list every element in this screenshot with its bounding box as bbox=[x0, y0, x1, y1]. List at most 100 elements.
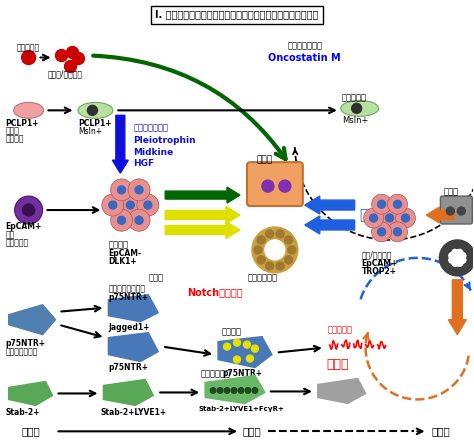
Circle shape bbox=[234, 339, 240, 346]
Text: 肝細胞分化因子: 肝細胞分化因子 bbox=[287, 41, 322, 50]
Circle shape bbox=[66, 47, 79, 59]
Text: 胎仔肝: 胎仔肝 bbox=[21, 426, 40, 436]
Polygon shape bbox=[218, 336, 272, 367]
Circle shape bbox=[73, 52, 84, 64]
Circle shape bbox=[393, 228, 401, 236]
FancyBboxPatch shape bbox=[247, 162, 303, 206]
Circle shape bbox=[463, 264, 470, 270]
FancyArrow shape bbox=[427, 207, 455, 223]
Text: TROP2+: TROP2+ bbox=[362, 267, 397, 277]
Circle shape bbox=[110, 179, 133, 201]
Text: 細胞死: 細胞死 bbox=[444, 187, 459, 197]
Circle shape bbox=[467, 254, 474, 262]
Polygon shape bbox=[109, 295, 158, 321]
Polygon shape bbox=[103, 380, 153, 405]
Polygon shape bbox=[318, 378, 365, 404]
Circle shape bbox=[447, 207, 455, 215]
Circle shape bbox=[284, 256, 292, 264]
Text: MsIn+: MsIn+ bbox=[79, 127, 102, 136]
Circle shape bbox=[224, 388, 230, 393]
Text: 前駆細胞: 前駆細胞 bbox=[6, 135, 24, 144]
Text: EpCAM+: EpCAM+ bbox=[362, 259, 398, 269]
Text: Midkine: Midkine bbox=[133, 148, 173, 157]
FancyArrow shape bbox=[165, 221, 240, 239]
Text: 肝再生: 肝再生 bbox=[360, 208, 385, 222]
FancyArrow shape bbox=[305, 196, 355, 214]
Circle shape bbox=[109, 201, 117, 209]
Text: p75NTR+: p75NTR+ bbox=[109, 293, 148, 302]
Circle shape bbox=[378, 200, 385, 208]
FancyArrow shape bbox=[305, 216, 355, 234]
Circle shape bbox=[448, 249, 466, 267]
Circle shape bbox=[246, 355, 254, 362]
Circle shape bbox=[380, 208, 400, 228]
Circle shape bbox=[395, 208, 416, 228]
Circle shape bbox=[262, 180, 274, 192]
Circle shape bbox=[378, 228, 385, 236]
Circle shape bbox=[135, 216, 143, 224]
Ellipse shape bbox=[78, 102, 113, 118]
Text: Stab-2+LYVE1+: Stab-2+LYVE1+ bbox=[100, 408, 166, 417]
Text: PCLP1+: PCLP1+ bbox=[6, 119, 39, 128]
Circle shape bbox=[55, 49, 67, 61]
Circle shape bbox=[265, 240, 285, 260]
Circle shape bbox=[102, 194, 124, 216]
Text: 肝中皮細胞: 肝中皮細胞 bbox=[342, 93, 367, 102]
Text: 障害肝: 障害肝 bbox=[431, 426, 450, 436]
Circle shape bbox=[110, 209, 133, 231]
Text: EpCAM+: EpCAM+ bbox=[6, 222, 42, 232]
Circle shape bbox=[454, 267, 461, 274]
Circle shape bbox=[128, 179, 150, 201]
Text: 肝細胞: 肝細胞 bbox=[257, 156, 273, 164]
Text: 門脈域繊維芽細胞: 門脈域繊維芽細胞 bbox=[109, 284, 146, 293]
Circle shape bbox=[265, 230, 273, 238]
Text: 前腸: 前腸 bbox=[6, 231, 15, 239]
Text: 肝幹/前駆細胞: 肝幹/前駆細胞 bbox=[362, 250, 392, 259]
Text: HGF: HGF bbox=[133, 159, 155, 168]
Text: Stab-2+: Stab-2+ bbox=[6, 408, 40, 417]
Circle shape bbox=[254, 246, 262, 254]
FancyArrow shape bbox=[165, 206, 240, 224]
Circle shape bbox=[393, 200, 401, 208]
Circle shape bbox=[118, 186, 126, 194]
Circle shape bbox=[388, 194, 408, 214]
Text: 類洞内皮細胞: 類洞内皮細胞 bbox=[200, 369, 230, 378]
Circle shape bbox=[245, 388, 251, 393]
FancyArrow shape bbox=[165, 187, 240, 203]
Text: 胆管上皮細胞: 胆管上皮細胞 bbox=[248, 273, 278, 282]
Text: p75NTR+: p75NTR+ bbox=[222, 369, 262, 378]
Polygon shape bbox=[9, 381, 53, 405]
Text: 血液幹細胞: 血液幹細胞 bbox=[17, 43, 40, 52]
Ellipse shape bbox=[341, 101, 379, 116]
Circle shape bbox=[118, 216, 126, 224]
Text: Notchシグナル: Notchシグナル bbox=[187, 287, 243, 297]
Circle shape bbox=[252, 227, 298, 273]
Circle shape bbox=[135, 186, 143, 194]
Circle shape bbox=[238, 388, 244, 393]
Circle shape bbox=[64, 60, 76, 72]
Circle shape bbox=[127, 201, 134, 209]
Text: Oncostatin M: Oncostatin M bbox=[268, 52, 341, 63]
Circle shape bbox=[463, 245, 470, 252]
Ellipse shape bbox=[14, 102, 44, 118]
Circle shape bbox=[441, 254, 448, 262]
Circle shape bbox=[385, 214, 393, 222]
Text: 肝星細胞: 肝星細胞 bbox=[222, 327, 242, 336]
Circle shape bbox=[372, 194, 392, 214]
Text: 肝芽細胞: 肝芽細胞 bbox=[109, 240, 128, 250]
Text: DLK1+: DLK1+ bbox=[109, 258, 137, 266]
Text: Stab-2+LYVE1+FcγR+: Stab-2+LYVE1+FcγR+ bbox=[198, 407, 284, 412]
Circle shape bbox=[22, 51, 36, 64]
Circle shape bbox=[144, 201, 152, 209]
Circle shape bbox=[23, 204, 35, 216]
Text: 成体肝: 成体肝 bbox=[243, 426, 261, 436]
Circle shape bbox=[279, 180, 291, 192]
Text: p75NTR+: p75NTR+ bbox=[6, 339, 46, 348]
Circle shape bbox=[257, 256, 265, 264]
Circle shape bbox=[370, 214, 378, 222]
Text: Pleiotrophin: Pleiotrophin bbox=[133, 136, 196, 145]
Circle shape bbox=[445, 264, 452, 270]
Circle shape bbox=[288, 246, 296, 254]
Circle shape bbox=[137, 194, 159, 216]
Circle shape bbox=[119, 194, 141, 216]
